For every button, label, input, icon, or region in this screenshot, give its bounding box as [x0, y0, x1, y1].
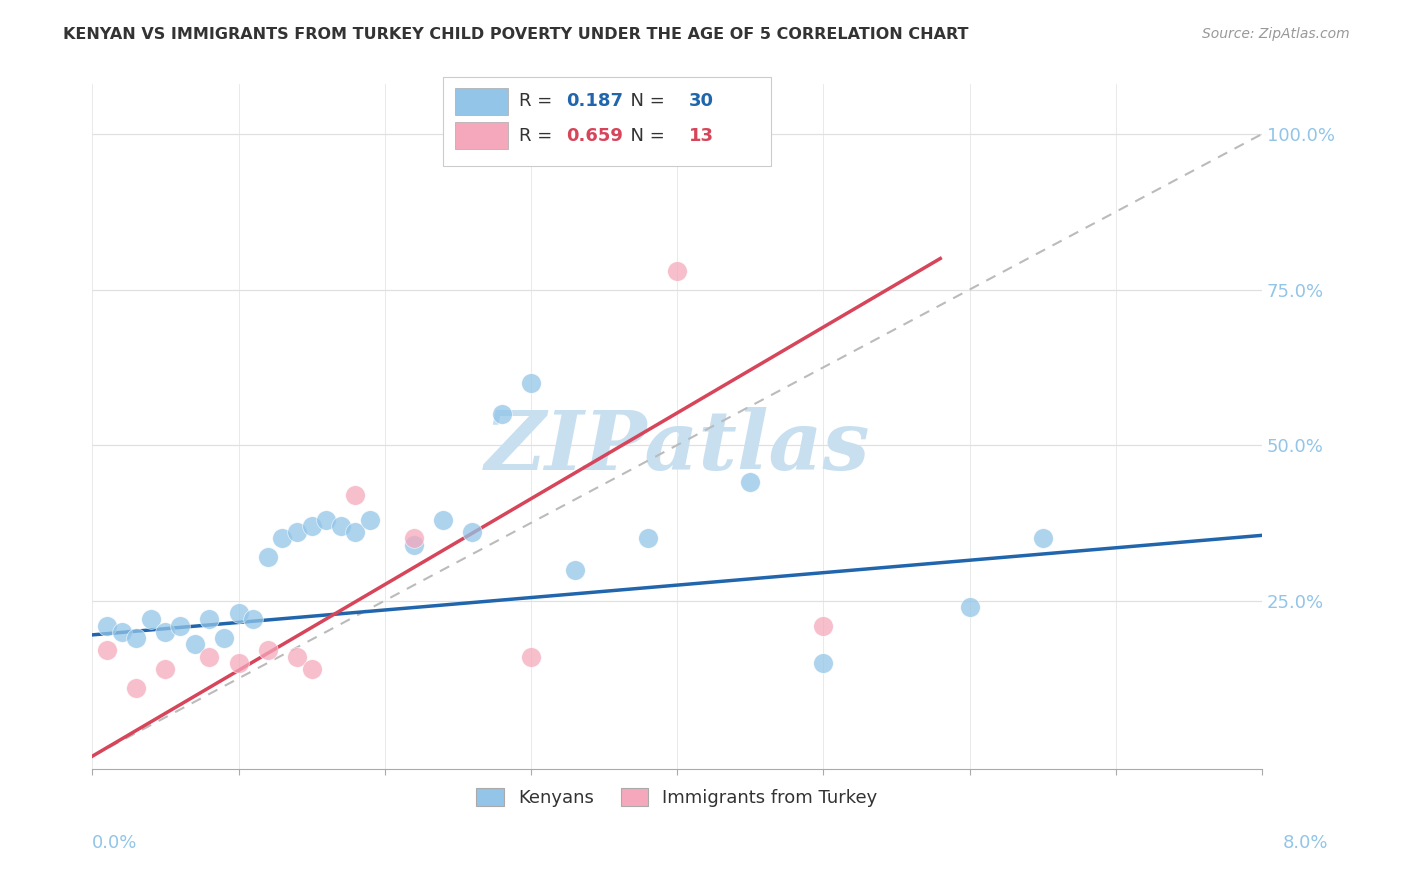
FancyBboxPatch shape — [456, 87, 508, 115]
Point — [740, 475, 762, 490]
Point — [813, 618, 835, 632]
Text: N =: N = — [619, 93, 671, 111]
Point — [155, 624, 177, 639]
Point — [125, 681, 148, 695]
Point — [96, 643, 118, 657]
Text: KENYAN VS IMMIGRANTS FROM TURKEY CHILD POVERTY UNDER THE AGE OF 5 CORRELATION CH: KENYAN VS IMMIGRANTS FROM TURKEY CHILD P… — [63, 27, 969, 42]
Point — [198, 649, 221, 664]
Point — [329, 519, 352, 533]
Point — [432, 513, 454, 527]
Text: 30: 30 — [689, 93, 714, 111]
Point — [212, 631, 235, 645]
Text: ZIPatlas: ZIPatlas — [484, 407, 870, 487]
Text: 0.659: 0.659 — [567, 127, 623, 145]
Point — [271, 532, 294, 546]
Text: R =: R = — [519, 127, 558, 145]
Point — [228, 656, 250, 670]
Point — [564, 563, 586, 577]
Point — [344, 525, 367, 540]
Point — [242, 612, 264, 626]
FancyBboxPatch shape — [443, 78, 770, 167]
Text: Source: ZipAtlas.com: Source: ZipAtlas.com — [1202, 27, 1350, 41]
Point — [285, 525, 308, 540]
Point — [256, 550, 278, 565]
Point — [637, 532, 659, 546]
Legend: Kenyans, Immigrants from Turkey: Kenyans, Immigrants from Turkey — [470, 780, 884, 814]
Point — [155, 662, 177, 676]
Point — [139, 612, 162, 626]
Point — [256, 643, 278, 657]
Text: R =: R = — [519, 93, 558, 111]
Point — [125, 631, 148, 645]
Point — [315, 513, 337, 527]
FancyBboxPatch shape — [456, 122, 508, 149]
Text: N =: N = — [619, 127, 671, 145]
Point — [461, 525, 484, 540]
Point — [285, 649, 308, 664]
Text: 8.0%: 8.0% — [1284, 834, 1329, 852]
Point — [228, 606, 250, 620]
Point — [198, 612, 221, 626]
Point — [359, 513, 381, 527]
Text: 13: 13 — [689, 127, 714, 145]
Point — [813, 656, 835, 670]
Point — [169, 618, 191, 632]
Point — [520, 649, 543, 664]
Point — [301, 519, 323, 533]
Point — [666, 264, 689, 278]
Point — [344, 488, 367, 502]
Point — [402, 538, 425, 552]
Point — [110, 624, 132, 639]
Point — [959, 599, 981, 614]
Point — [301, 662, 323, 676]
Point — [96, 618, 118, 632]
Point — [1032, 532, 1054, 546]
Text: 0.0%: 0.0% — [91, 834, 136, 852]
Point — [520, 376, 543, 390]
Point — [183, 637, 205, 651]
Point — [402, 532, 425, 546]
Point — [491, 407, 513, 421]
Text: 0.187: 0.187 — [567, 93, 623, 111]
